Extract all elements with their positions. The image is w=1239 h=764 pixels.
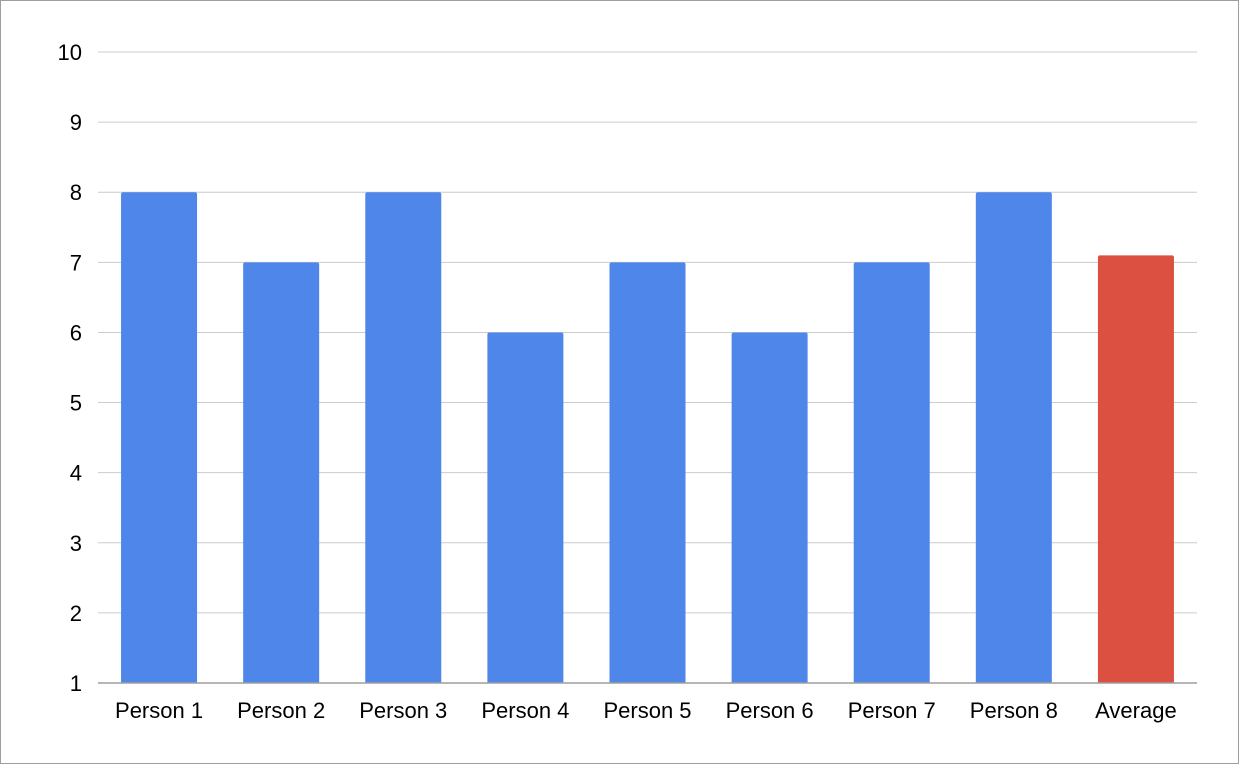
y-tick-label: 10 [58,40,82,65]
y-tick-label: 7 [70,250,82,275]
x-tick-label: Person 8 [970,698,1058,723]
x-tick-label: Average [1095,698,1177,723]
bar-person-1 [121,192,198,683]
bar-person-5 [609,262,686,683]
bar-person-3 [365,192,442,683]
x-tick-label: Person 2 [237,698,325,723]
y-tick-label: 4 [70,461,82,486]
bars [121,192,1174,684]
x-axis-tick-labels: Person 1 Person 2 Person 3 Person 4 Person 5… [115,698,1177,723]
bar-person-4 [487,332,564,683]
y-tick-label: 2 [70,601,82,626]
bar-person-2 [243,262,320,683]
y-tick-label: 3 [70,531,82,556]
bar-person-7 [853,262,930,683]
x-tick-label: Person 5 [603,698,691,723]
x-tick-label: Person 1 [115,698,203,723]
bar-person-6 [731,332,808,683]
y-axis-tick-labels: 1 2 3 4 5 6 7 8 9 10 [58,40,82,696]
x-tick-label: Person 7 [848,698,936,723]
y-tick-label: 1 [70,671,82,696]
x-tick-label: Person 6 [726,698,814,723]
y-tick-label: 5 [70,391,82,416]
x-tick-label: Person 4 [481,698,569,723]
x-tick-label: Person 3 [359,698,447,723]
y-tick-label: 8 [70,180,82,205]
y-tick-label: 6 [70,320,82,345]
y-tick-label: 9 [70,110,82,135]
bar-person-8 [975,192,1052,683]
bar-average [1097,255,1174,684]
